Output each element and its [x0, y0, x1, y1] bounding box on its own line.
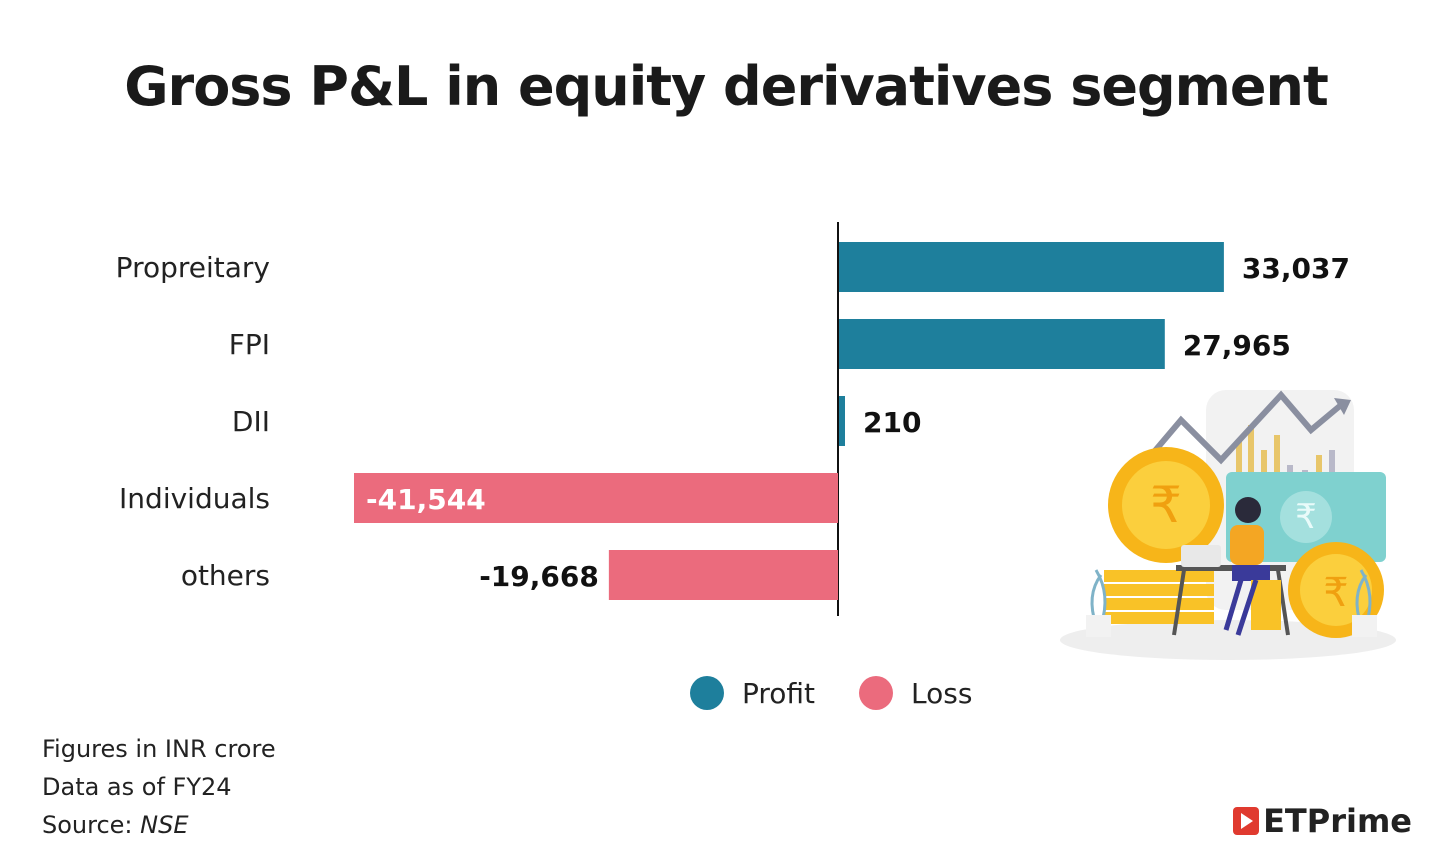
legend-item-loss: Loss: [859, 676, 972, 710]
bar-dii: [839, 396, 845, 446]
profit-swatch: [690, 676, 724, 710]
bar-others: [608, 550, 838, 600]
finance-illustration-icon: ₹ ₹ ₹: [1060, 390, 1396, 660]
source-note: Source: NSE: [42, 806, 276, 844]
bar-fpi: [839, 319, 1165, 369]
svg-text:₹: ₹: [1323, 570, 1348, 616]
etprime-logo: ETPrime: [1233, 802, 1412, 840]
bar-propreitary: [839, 242, 1224, 292]
source-label: Source:: [42, 811, 141, 839]
chart-notes: Figures in INR crore Data as of FY24 Sou…: [42, 730, 276, 844]
data-label-dii: 210: [863, 406, 921, 439]
data-label-individuals: -41,544: [366, 483, 486, 516]
brand-text: ETPrime: [1263, 802, 1412, 840]
legend-label-profit: Profit: [742, 676, 816, 710]
data-label-propreitary: 33,037: [1242, 252, 1350, 285]
chart-title: Gross P&L in equity derivatives segment: [124, 55, 1329, 118]
svg-text:₹: ₹: [1150, 476, 1182, 534]
legend-item-profit: Profit: [690, 676, 815, 710]
category-label-individuals: Individuals: [119, 482, 270, 515]
data-label-others: -19,668: [479, 560, 599, 593]
units-note: Figures in INR crore: [42, 735, 276, 763]
category-label-others: others: [181, 559, 270, 592]
loss-swatch: [859, 676, 894, 710]
source-name: NSE: [140, 811, 189, 839]
data-label-fpi: 27,965: [1183, 329, 1291, 362]
play-logo-icon: [1233, 807, 1260, 835]
bar-individuals: [354, 473, 838, 523]
svg-text:₹: ₹: [1295, 497, 1317, 537]
date-note: Data as of FY24: [42, 773, 232, 801]
legend-label-loss: Loss: [911, 676, 973, 710]
category-label-propreitary: Propreitary: [116, 251, 270, 284]
category-label-fpi: FPI: [229, 328, 270, 361]
category-label-dii: DII: [232, 405, 270, 438]
legend: Profit Loss: [690, 676, 1016, 710]
